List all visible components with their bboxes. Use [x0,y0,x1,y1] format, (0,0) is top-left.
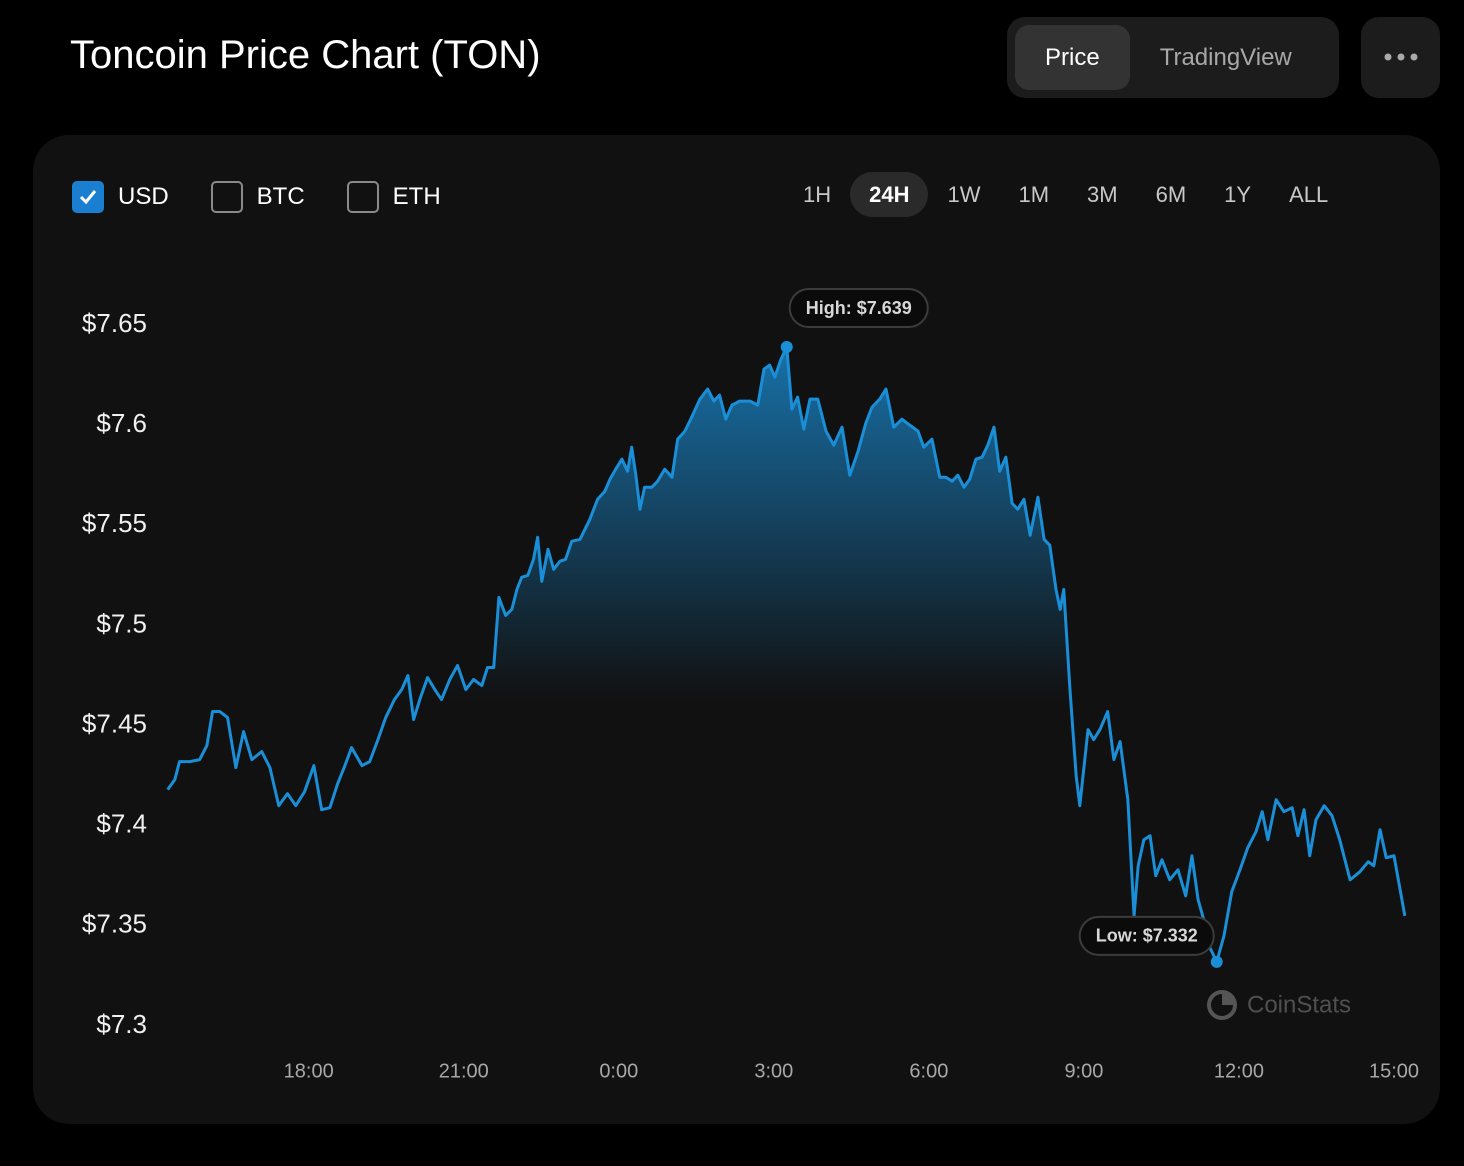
range-button[interactable]: ALL [1289,182,1329,207]
more-button[interactable] [1361,17,1440,98]
checkbox [210,181,243,213]
x-tick-label: 9:00 [1064,1060,1103,1082]
range-button[interactable]: 3M [1087,182,1118,207]
x-tick-label: 12:00 [1214,1060,1264,1082]
y-tick-label: $7.5 [96,608,147,638]
range-button[interactable]: 24H [850,172,929,217]
currency-label: USD [118,183,169,210]
area-fill [167,347,1405,1026]
x-tick-label: 3:00 [754,1060,793,1082]
x-tick-label: 6:00 [909,1060,948,1082]
currency-checkbox[interactable]: BTC [210,181,305,213]
annotation: Low: $7.332 [1078,915,1223,968]
range-button[interactable]: 1H [803,182,832,207]
y-tick-label: $7.45 [82,708,147,738]
check-mark [79,190,97,205]
y-tick-label: $7.35 [82,909,147,939]
x-tick-label: 15:00 [1369,1060,1419,1082]
x-tick-label: 21:00 [439,1060,489,1082]
y-tick-label: $7.65 [82,308,147,338]
x-tick-label: 0:00 [599,1060,638,1082]
view-tab[interactable]: TradingView [1159,44,1292,71]
annotation: High: $7.639 [780,288,929,354]
currency-options: USD BTC ETH [72,181,441,213]
y-tick-label: $7.3 [96,1009,147,1039]
annotation-box [1078,915,1215,956]
range-options: 1H 24H 1W 1M 3M 6M 1Y ALL [784,172,1347,217]
currency-label: ETH [392,183,441,210]
range-button[interactable]: 1W [947,182,981,207]
currency-checkbox[interactable]: USD [72,181,169,213]
price-line [166,345,1407,964]
checkbox [346,181,379,213]
y-tick-label: $7.6 [96,408,147,438]
range-button[interactable]: 6M [1155,182,1187,207]
checkbox [72,181,104,213]
watermark: CoinStats [1247,991,1351,1018]
range-button[interactable]: 1M [1018,182,1050,207]
page-title: Toncoin Price Chart (TON) [70,33,541,77]
x-tick-label: 18:00 [284,1060,334,1082]
y-tick-label: $7.4 [96,809,147,839]
annotation-box [788,288,929,329]
currency-label: BTC [256,183,305,210]
annotation-label: High: $7.639 [806,298,912,318]
view-tab[interactable]: Price [1015,25,1130,90]
view-tabs: Price TradingView [1007,17,1339,98]
currency-checkbox[interactable]: ETH [346,181,441,213]
annotation-point [1210,955,1223,968]
annotation-point [780,341,793,354]
more-icon [1384,53,1418,61]
range-button[interactable]: 1Y [1224,182,1252,207]
annotation-label: Low: $7.332 [1096,926,1198,946]
y-tick-label: $7.55 [82,508,147,538]
